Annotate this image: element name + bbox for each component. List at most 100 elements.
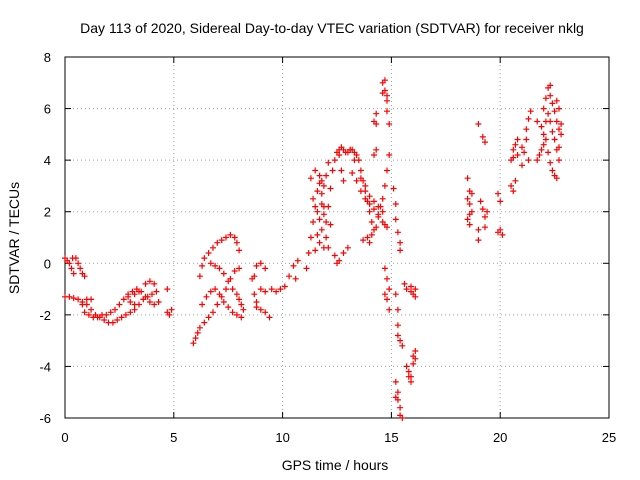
data-point: [331, 157, 338, 164]
data-point: [199, 301, 206, 308]
data-point: [214, 239, 221, 246]
data-point: [371, 152, 377, 158]
data-point: [347, 146, 354, 153]
data-point: [120, 296, 127, 303]
data-point: [75, 296, 82, 303]
data-point: [336, 257, 343, 264]
data-point: [495, 229, 501, 236]
data-point: [551, 108, 558, 115]
data-point: [238, 301, 245, 308]
data-point: [364, 234, 371, 241]
data-point: [512, 141, 519, 148]
data-point: [320, 182, 327, 189]
data-point: [538, 146, 545, 153]
data-point: [273, 288, 280, 295]
data-point: [362, 182, 369, 189]
data-point: [464, 195, 471, 202]
data-point: [368, 219, 375, 225]
data-point: [525, 115, 532, 122]
data-point: [146, 299, 153, 305]
data-point: [81, 309, 88, 316]
data-point: [312, 167, 319, 174]
data-point: [397, 404, 404, 411]
data-point: [401, 280, 408, 287]
data-point: [408, 378, 414, 385]
data-point: [151, 301, 158, 308]
data-point: [553, 97, 560, 104]
data-point: [201, 255, 208, 262]
y-tick-label: 8: [44, 50, 51, 65]
data-point: [384, 296, 390, 303]
data-point: [316, 216, 323, 223]
data-point: [70, 270, 77, 277]
data-point: [549, 167, 556, 174]
data-point: [397, 239, 404, 246]
data-point: [381, 182, 388, 189]
data-point: [349, 170, 356, 176]
data-point: [199, 262, 206, 269]
data-point: [233, 239, 240, 246]
data-point: [210, 309, 216, 316]
data-point: [131, 306, 138, 313]
data-point: [68, 265, 75, 272]
data-point: [118, 314, 125, 321]
data-point: [207, 288, 214, 295]
data-point: [190, 340, 197, 347]
data-point: [549, 128, 556, 135]
data-point: [386, 306, 393, 313]
data-point: [336, 152, 343, 158]
data-point: [112, 306, 118, 313]
data-point: [85, 311, 92, 318]
data-point: [168, 306, 175, 313]
y-tick-label: 0: [44, 256, 51, 271]
data-point: [405, 373, 412, 380]
data-point: [142, 280, 149, 287]
data-point: [101, 317, 108, 323]
data-point: [514, 152, 521, 158]
data-point: [499, 231, 506, 238]
data-point: [536, 152, 543, 158]
data-point: [229, 286, 236, 293]
data-point: [519, 144, 525, 151]
data-point: [381, 77, 388, 84]
data-point: [305, 250, 312, 256]
data-point: [233, 311, 240, 318]
data-point: [155, 299, 162, 305]
data-point: [122, 311, 129, 318]
data-point: [257, 306, 264, 313]
data-point: [558, 131, 565, 138]
data-point: [510, 146, 517, 153]
data-point: [386, 152, 393, 158]
data-point: [357, 167, 364, 174]
x-tick-label: 5: [170, 430, 177, 445]
data-point: [70, 295, 77, 302]
data-point: [466, 221, 473, 228]
y-axis-label: SDTVAR / TECUs: [6, 182, 22, 294]
data-point: [136, 288, 142, 295]
data-point: [545, 110, 552, 117]
data-point: [257, 260, 264, 267]
data-point: [397, 337, 404, 344]
data-point: [88, 306, 95, 313]
data-point: [357, 188, 364, 195]
x-axis-label: GPS time / hours: [282, 457, 389, 473]
data-point: [379, 195, 386, 202]
data-point: [266, 314, 273, 321]
data-point: [203, 293, 210, 300]
data-point: [307, 234, 314, 241]
data-point: [384, 108, 390, 115]
data-point: [229, 309, 236, 316]
data-point: [525, 157, 532, 164]
data-point: [371, 198, 377, 205]
data-point: [523, 136, 530, 143]
data-point: [292, 275, 299, 282]
data-point: [223, 286, 229, 293]
y-tick-label: -4: [39, 359, 51, 374]
data-point: [329, 167, 336, 174]
data-point: [479, 133, 486, 140]
data-point: [394, 322, 401, 329]
data-point: [240, 306, 247, 313]
data-point: [527, 108, 534, 115]
data-point: [127, 299, 134, 305]
